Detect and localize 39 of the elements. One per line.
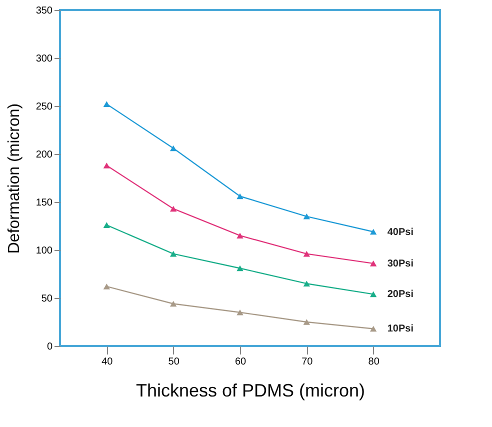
point [303, 280, 310, 287]
point [370, 326, 377, 332]
y-tick-label: 350 [36, 6, 53, 16]
point [236, 309, 244, 316]
y-tick-label: 150 [36, 198, 53, 208]
x-axis-title: Thickness of PDMS (micron) [136, 380, 366, 400]
x-tick-label: 60 [234, 356, 246, 368]
y-tick-label: 100 [36, 246, 53, 256]
point [103, 284, 110, 290]
series-label: 30Psi [387, 258, 414, 270]
x-tick-label: 70 [302, 356, 314, 368]
point [103, 162, 110, 168]
point [236, 232, 244, 239]
y-tick-label: 0 [46, 342, 53, 352]
series-label: 20Psi [387, 289, 414, 300]
point [103, 101, 110, 107]
point [170, 145, 177, 152]
point [103, 222, 110, 228]
y-axis-title: Deformation (micron) [6, 103, 23, 254]
series-label: 10Psi [387, 324, 414, 335]
point [303, 213, 310, 220]
x-tick-label: 40 [102, 356, 114, 368]
series-label: 40Psi [387, 226, 414, 238]
point [170, 300, 177, 307]
y-tick-label: 200 [36, 150, 53, 160]
point [303, 250, 310, 257]
y-tick-label: 50 [41, 294, 53, 304]
point [370, 291, 377, 298]
point [303, 319, 310, 325]
point [370, 260, 377, 266]
point [170, 206, 177, 212]
x-tick-label: 80 [368, 356, 380, 368]
x-tick-label: 50 [168, 356, 180, 368]
y-tick-label: 300 [36, 54, 53, 64]
point [236, 193, 244, 200]
point [236, 265, 244, 272]
y-tick-label: 250 [36, 102, 53, 112]
point [370, 228, 377, 235]
point [170, 250, 177, 257]
